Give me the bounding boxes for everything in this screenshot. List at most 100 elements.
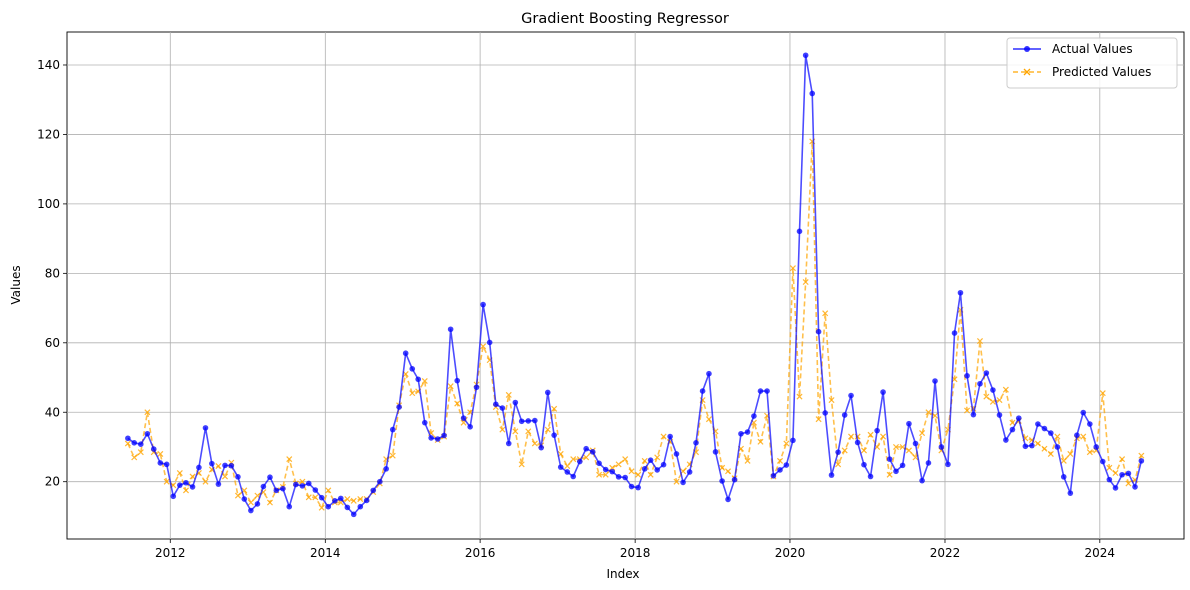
data-point — [996, 412, 1003, 418]
data-point — [266, 499, 273, 506]
data-point — [693, 440, 699, 446]
data-point — [350, 497, 357, 504]
data-point — [525, 418, 532, 424]
data-point — [467, 424, 473, 430]
data-point — [157, 460, 164, 466]
data-point — [144, 430, 151, 437]
data-point — [409, 390, 416, 397]
data-point — [932, 378, 938, 384]
data-point — [874, 427, 880, 434]
data-point — [1060, 474, 1067, 480]
data-point — [906, 420, 912, 427]
data-point — [1119, 456, 1126, 463]
data-point — [286, 456, 293, 463]
data-point — [189, 484, 196, 490]
data-point — [241, 496, 248, 502]
data-point — [215, 481, 222, 487]
x-tick-label: 2014 — [310, 546, 341, 560]
data-point — [725, 468, 732, 475]
data-point — [318, 504, 325, 511]
data-point — [125, 435, 131, 442]
data-point — [389, 452, 396, 459]
data-point — [357, 496, 364, 503]
data-point — [964, 372, 970, 379]
series-line-predicted-values — [127, 140, 1143, 509]
data-point — [867, 473, 874, 480]
data-point — [357, 503, 364, 510]
data-point — [228, 462, 235, 469]
data-point — [222, 462, 228, 469]
data-point — [609, 468, 616, 475]
data-point — [660, 433, 667, 440]
data-point — [1067, 490, 1074, 496]
data-point — [602, 471, 609, 478]
data-point — [628, 468, 635, 475]
data-point — [131, 454, 138, 461]
data-point — [512, 399, 519, 406]
data-point — [886, 471, 893, 478]
data-point — [1060, 457, 1067, 464]
data-point — [622, 474, 628, 481]
data-point — [996, 397, 1003, 404]
legend-marker-actual — [1024, 46, 1030, 52]
data-point — [170, 493, 177, 500]
data-point — [970, 411, 977, 418]
data-point — [583, 445, 589, 452]
data-point — [796, 393, 803, 400]
data-point — [247, 499, 254, 506]
data-point — [131, 440, 138, 446]
data-point — [841, 412, 848, 418]
data-point — [1015, 415, 1022, 421]
data-point — [1112, 469, 1119, 477]
data-point — [977, 380, 983, 387]
data-point — [505, 391, 512, 398]
data-point — [254, 501, 261, 507]
data-point — [273, 487, 280, 494]
data-point — [1080, 433, 1087, 440]
data-point — [337, 495, 344, 502]
data-point — [447, 326, 454, 333]
data-point — [564, 463, 571, 470]
data-point — [1093, 444, 1099, 450]
data-point — [964, 407, 971, 414]
x-tick-label: 2012 — [155, 546, 186, 560]
data-point — [299, 483, 306, 489]
data-point — [912, 440, 919, 447]
data-point — [305, 494, 312, 501]
data-point — [544, 389, 551, 396]
data-point — [421, 419, 428, 426]
data-point — [731, 476, 738, 483]
data-point — [312, 487, 319, 493]
data-point — [712, 449, 719, 455]
data-point — [177, 482, 183, 488]
data-point — [1041, 425, 1048, 432]
data-point — [377, 478, 383, 485]
data-point — [1047, 450, 1054, 457]
data-point — [706, 370, 712, 377]
data-point — [473, 384, 480, 391]
x-tick-label: 2022 — [930, 546, 961, 560]
data-point — [176, 469, 183, 477]
data-point — [344, 496, 351, 503]
data-point — [596, 471, 603, 478]
data-point — [124, 440, 131, 447]
data-point — [1067, 450, 1074, 457]
data-point — [454, 377, 461, 384]
data-point — [215, 463, 222, 470]
data-point — [828, 397, 835, 404]
data-point — [137, 449, 144, 456]
data-point — [1138, 458, 1145, 464]
data-point — [350, 511, 357, 518]
data-point — [1074, 432, 1080, 438]
data-point — [1119, 471, 1125, 478]
data-point — [1099, 458, 1106, 465]
data-point — [1009, 419, 1016, 426]
data-point — [757, 388, 764, 394]
data-point — [654, 467, 661, 473]
data-point — [796, 228, 803, 235]
data-point — [783, 462, 790, 468]
data-point — [267, 474, 273, 480]
data-point — [280, 485, 286, 492]
data-point — [299, 478, 306, 485]
data-point — [402, 350, 409, 357]
